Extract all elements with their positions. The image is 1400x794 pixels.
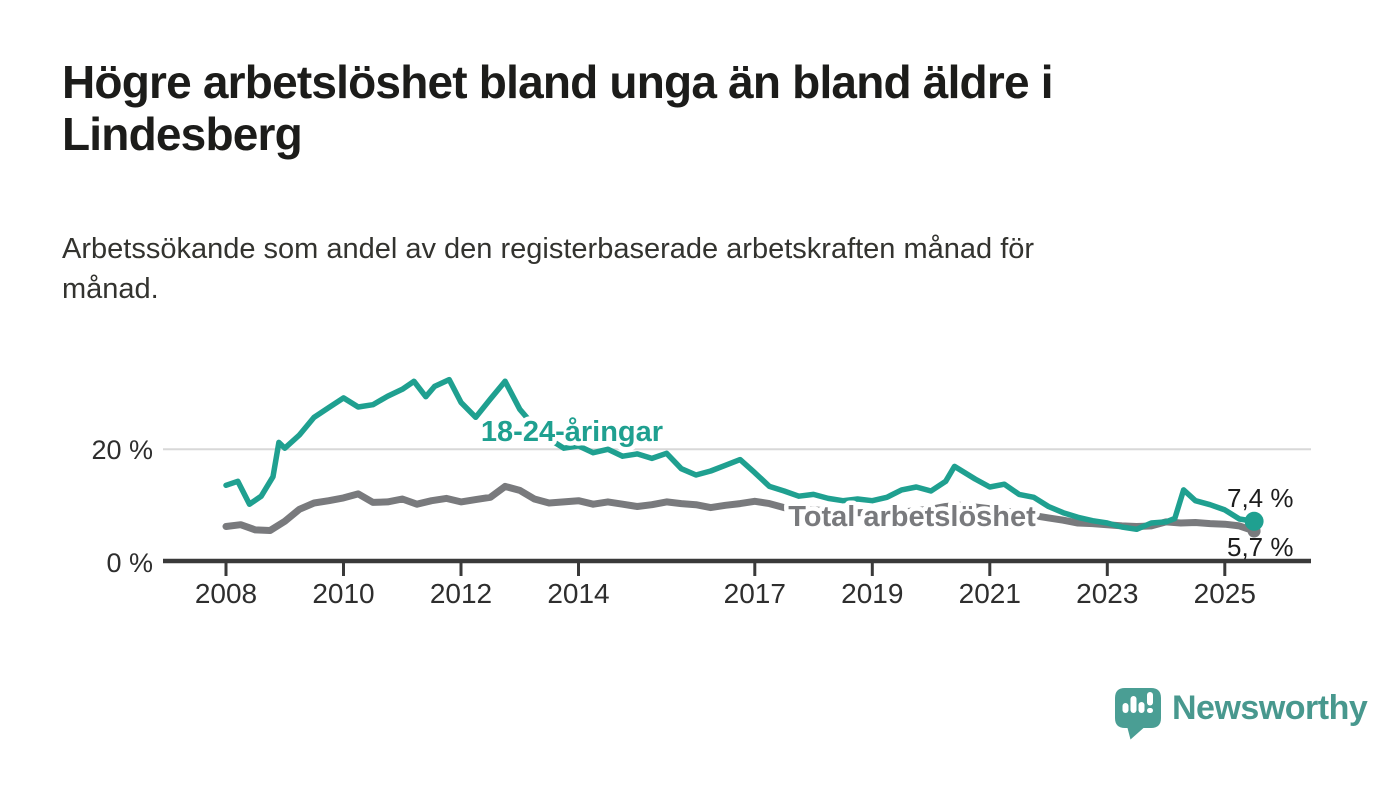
bar-2 (1130, 696, 1137, 713)
chart-subtitle: Arbetssökande som andel av den registerb… (62, 229, 1362, 309)
series-label-total: Total arbetslöshet (788, 501, 1036, 533)
x-axis-tick-label: 2012 (430, 578, 492, 609)
x-axis-tick-label: 2019 (841, 578, 903, 609)
x-axis-tick-label: 2010 (312, 578, 374, 609)
series-lines-group (222, 376, 1264, 538)
line-chart: 20 % 0 % 2008 2010 2012 2014 2017 2019 2021 202… (91, 376, 1311, 609)
series-line-total (222, 482, 1258, 535)
end-value-label-total: 5,7 % (1227, 532, 1294, 562)
series-line-youth (223, 376, 1257, 533)
x-axis-ticks-group: 2008 2010 2012 2014 2017 2019 2021 2023 2025 (195, 563, 1256, 609)
exclamation-bar (1147, 692, 1153, 706)
exclamation-dot (1147, 708, 1153, 713)
newsworthy-logo: Newsworthy (1114, 687, 1368, 740)
end-value-label-youth: 7,4 % (1227, 483, 1294, 513)
chart-title: Högre arbetslöshet bland unga än bland ä… (62, 56, 1342, 160)
x-axis-tick-label: 2014 (547, 578, 609, 609)
chart-title-line-2: Lindesberg (62, 108, 303, 160)
x-axis-tick-label: 2025 (1194, 578, 1256, 609)
x-axis-tick-label: 2021 (959, 578, 1021, 609)
chart-subtitle-line-1: Arbetssökande som andel av den registerb… (62, 233, 1035, 265)
newsworthy-wordmark: Newsworthy (1172, 689, 1368, 727)
y-axis-label-0: 0 % (106, 548, 153, 578)
bar-1 (1122, 703, 1129, 713)
chart-subtitle-line-2: månad. (62, 273, 159, 305)
speech-bubble-bar-chart-icon (1115, 688, 1161, 740)
speech-bubble-shape (1115, 688, 1161, 740)
x-axis-tick-label: 2017 (724, 578, 786, 609)
chart-title-line-1: Högre arbetslöshet bland unga än bland ä… (62, 56, 1054, 108)
y-axis-label-20: 20 % (91, 435, 153, 465)
bar-3 (1138, 702, 1145, 713)
x-axis-tick-label: 2023 (1076, 578, 1138, 609)
series-label-youth: 18-24-åringar (481, 416, 663, 448)
end-dot-youth (1244, 511, 1264, 531)
x-axis-tick-label: 2008 (195, 578, 257, 609)
